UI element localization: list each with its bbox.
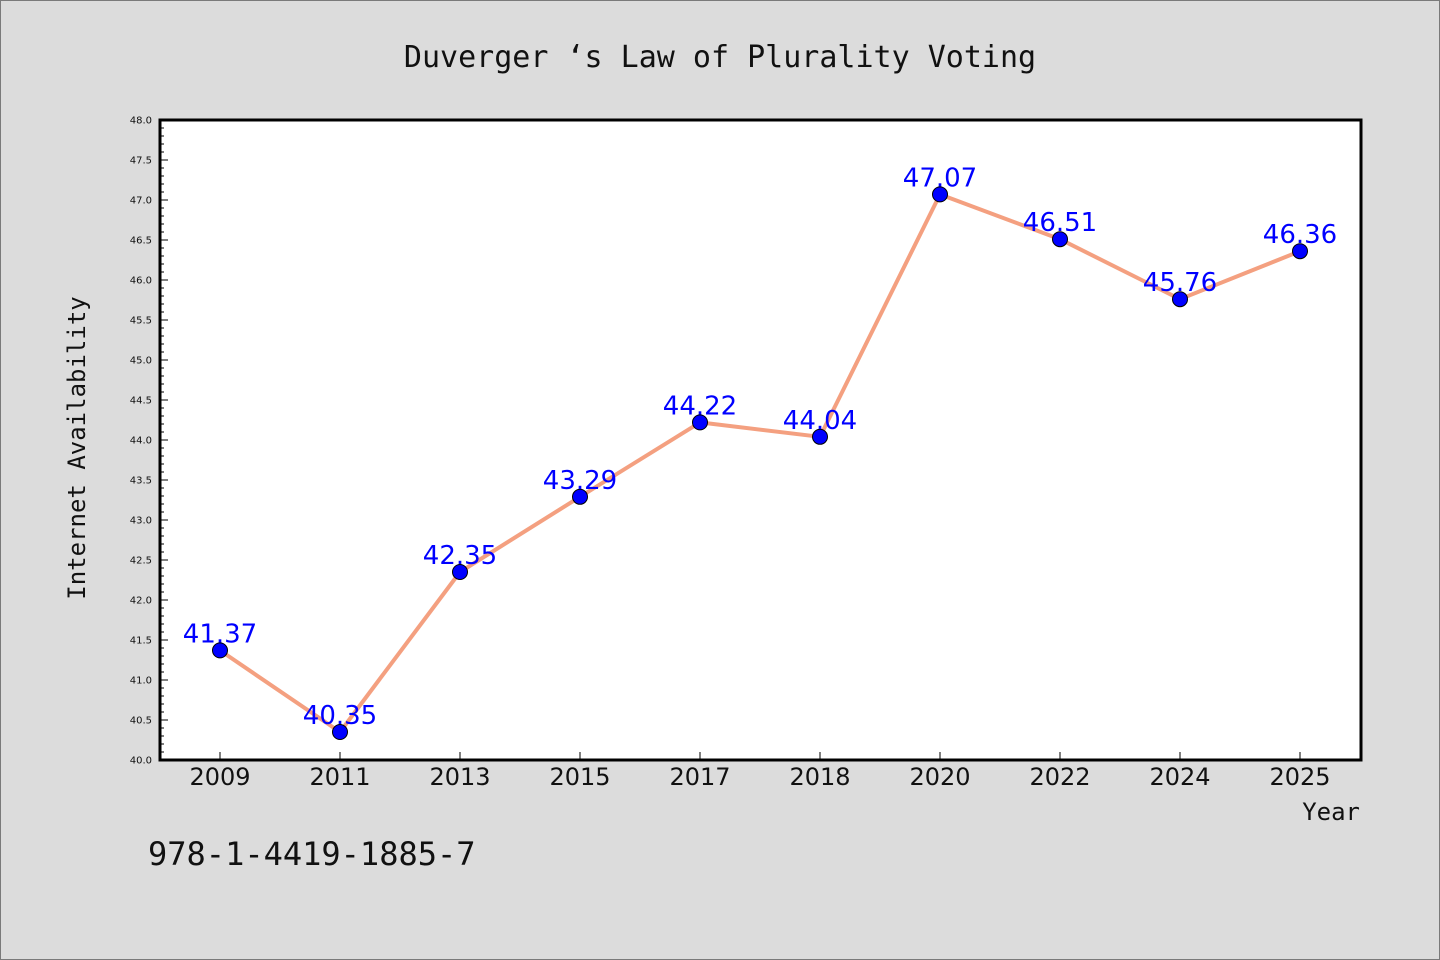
x-tick-label: 2022 xyxy=(1029,763,1090,791)
x-axis-label: Year xyxy=(1302,798,1360,826)
series-markers xyxy=(212,186,1308,740)
y-tick-label: 44.0 xyxy=(130,436,152,447)
x-tick-label: 2017 xyxy=(669,763,730,791)
data-point xyxy=(692,414,708,431)
data-point xyxy=(1052,231,1068,248)
y-axis-label: Internet Availability xyxy=(63,296,91,599)
y-tick-label: 40.5 xyxy=(130,716,152,727)
data-point xyxy=(932,186,948,203)
data-point xyxy=(452,564,468,580)
data-label: 47.07 xyxy=(903,163,977,193)
data-label: 46.51 xyxy=(1023,208,1097,238)
y-tick-label: 46.5 xyxy=(130,236,152,247)
data-label: 41.37 xyxy=(183,619,257,649)
x-tick-label: 2024 xyxy=(1149,763,1210,791)
data-labels: 41.37 40.35 42.35 43.29 44.22 44.04 47.07 46.51… xyxy=(183,163,1337,731)
y-tick-label: 41.5 xyxy=(130,636,152,647)
y-axis: 40.0 40.5 41.0 41.5 42.0 42.5 43.0 43.5 44.0 44.5… xyxy=(130,116,168,767)
data-label: 45.76 xyxy=(1143,268,1217,298)
data-label: 40.35 xyxy=(303,701,377,731)
y-tick-label: 42.5 xyxy=(130,556,152,567)
y-tick-label: 44.5 xyxy=(130,396,152,407)
x-tick-label: 2015 xyxy=(549,763,610,791)
y-tick-label: 45.0 xyxy=(130,356,152,367)
footer-isbn: 978-1-4419-1885-7 xyxy=(148,835,476,873)
x-tick-label: 2013 xyxy=(429,763,490,791)
data-point xyxy=(212,642,228,659)
x-tick-label: 2018 xyxy=(789,763,850,791)
data-point xyxy=(812,428,828,445)
y-tick-label: 48.0 xyxy=(130,116,152,127)
x-tick-label: 2009 xyxy=(189,763,250,791)
data-label: 44.22 xyxy=(663,391,737,421)
data-label: 46.36 xyxy=(1263,220,1337,250)
x-axis: 2009 2011 2013 2015 2017 2018 2020 2022 2024 2025 xyxy=(189,752,1331,791)
y-tick-label: 42.0 xyxy=(130,596,152,607)
data-point xyxy=(1172,291,1188,308)
x-tick-label: 2025 xyxy=(1269,763,1330,791)
y-tick-label: 45.5 xyxy=(130,316,152,327)
y-tick-label: 46.0 xyxy=(130,276,152,287)
y-tick-label: 40.0 xyxy=(130,756,152,767)
data-point xyxy=(572,488,588,505)
y-tick-label: 41.0 xyxy=(130,676,152,687)
chart-title: Duverger ‘s Law of Plurality Voting xyxy=(404,40,1036,75)
data-point xyxy=(332,724,348,740)
plot-area xyxy=(160,120,1361,760)
series-line xyxy=(218,192,1302,734)
y-tick-label: 47.0 xyxy=(130,196,152,207)
y-tick-label: 43.0 xyxy=(130,516,152,527)
plot-border xyxy=(158,118,1363,762)
data-label: 43.29 xyxy=(543,466,617,496)
x-tick-label: 2020 xyxy=(909,763,970,791)
data-label: 44.04 xyxy=(783,406,857,436)
y-tick-label: 43.5 xyxy=(130,476,152,487)
data-point xyxy=(1292,243,1308,260)
x-tick-label: 2011 xyxy=(309,763,370,791)
y-tick-label: 47.5 xyxy=(130,156,152,167)
data-label: 42.35 xyxy=(423,541,497,571)
